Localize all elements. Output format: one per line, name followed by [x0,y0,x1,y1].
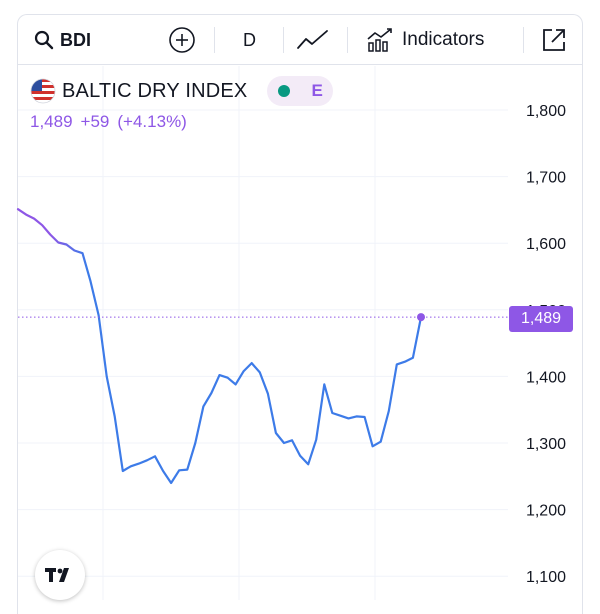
price-change-percent: (+4.13%) [117,112,187,131]
last-price-axis-label: 1,489 [509,306,573,332]
chart-frame [17,14,583,614]
y-tick-label: 1,400 [526,369,566,386]
plus-circle-icon [169,27,195,53]
interval-button[interactable]: D [243,15,256,65]
indicators-icon [367,28,392,52]
series-line [16,208,423,485]
symbol-search-button[interactable]: BDI [34,15,91,65]
external-link-icon [543,29,565,51]
symbol-title: BALTIC DRY INDEX [62,79,248,102]
y-tick-label: 1,300 [526,436,566,453]
toolbar-divider [523,27,524,53]
toolbar: BDI D Indicators [18,15,582,65]
toolbar-divider [347,27,348,53]
price-change: +59 [80,112,110,131]
y-tick-label: 1,700 [526,170,566,187]
indicators-label: Indicators [402,29,485,50]
search-icon [34,30,54,50]
y-tick-label: 1,600 [526,236,566,253]
open-external-button[interactable] [540,15,568,65]
exchange-badge-label: E [311,81,323,100]
last-price: 1,489 [30,112,73,131]
quote-line: 1,489 +59 (+4.13%) [30,112,195,132]
exchange-badge[interactable]: E [267,76,334,106]
tradingview-logo[interactable] [35,550,85,600]
symbol-label: BDI [60,29,91,50]
toolbar-divider [283,27,284,53]
last-price-point [417,313,425,322]
tradingview-logo-icon [45,568,69,582]
y-tick-label: 1,100 [526,569,566,586]
y-tick-label: 1,800 [526,103,566,120]
interval-label: D [243,29,256,50]
compare-symbol-button[interactable] [168,15,196,65]
y-tick-label: 1,200 [526,503,566,520]
market-status-dot [278,85,291,97]
chart-type-button[interactable] [296,15,330,65]
us-flag-icon [30,78,56,104]
legend: BALTIC DRY INDEX E [30,76,334,106]
toolbar-divider [214,27,215,53]
line-chart-icon [297,30,328,49]
indicators-button[interactable]: Indicators [366,15,484,65]
